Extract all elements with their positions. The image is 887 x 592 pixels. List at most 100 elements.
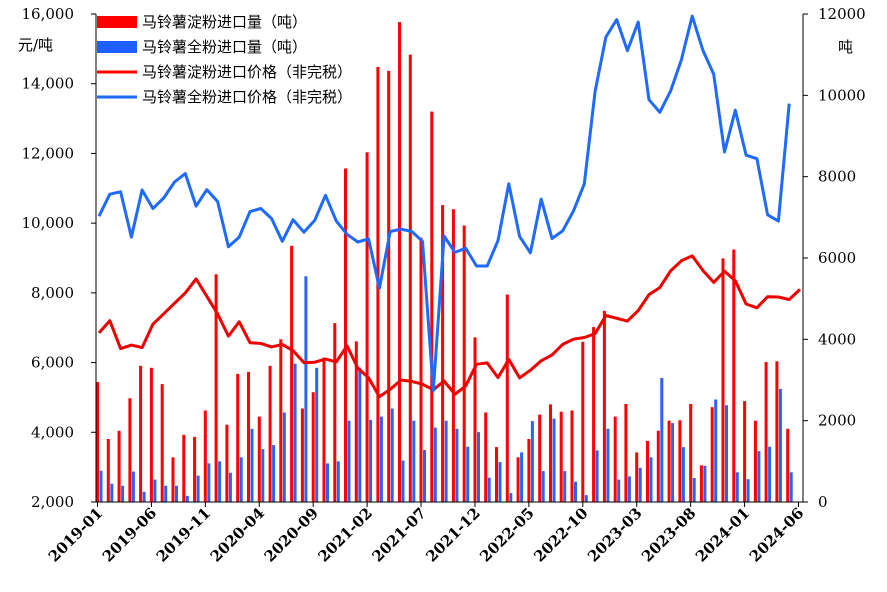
whole-powder-volume-bar [563,471,567,502]
whole-powder-volume-bar [671,423,675,502]
whole-powder-volume-bar [681,447,685,502]
whole-powder-volume-bar [498,462,502,502]
x-tick-label: 2022-05 [476,504,537,565]
left-axis-unit: 元/吨 [18,36,53,54]
starch-volume-bar [160,384,164,502]
starch-volume-bar [236,373,240,502]
whole-powder-volume-bar [110,483,114,502]
starch-price-line [97,254,802,399]
whole-powder-volume-bar [185,495,189,502]
whole-powder-volume-bar [638,467,642,502]
right-tick-label: 12000 [818,5,866,23]
left-tick-label: 10,000 [22,214,75,232]
starch-volume-bar [764,362,768,502]
starch-volume-bar [775,361,779,502]
starch-volume-bar [322,357,326,502]
whole-powder-volume-bar [250,428,254,502]
starch-volume-bar [96,382,99,502]
whole-powder-volume-bar [218,461,222,502]
left-tick-label: 2,000 [31,493,74,511]
x-tick-label: 2019-01 [45,504,106,565]
starch-volume-bar [430,111,434,502]
whole-powder-volume-bar [714,399,718,502]
left-tick-label: 4,000 [31,423,74,441]
whole-powder-volume-bar [423,449,426,502]
starch-volume-bar [592,327,596,502]
whole-powder-volume-bars [99,276,793,502]
starch-volume-bar [570,410,574,502]
whole-powder-volume-bar [304,276,308,502]
starch-volume-bar [257,416,261,502]
starch-volume-bar [656,430,660,502]
whole-powder-volume-bar [261,449,265,502]
starch-volume-bar [441,205,445,502]
x-tick-label: 2022-10 [530,504,591,565]
whole-powder-volume-bar [121,485,125,502]
starch-volume-bar [689,404,693,502]
starch-volume-bar [225,424,229,502]
whole-powder-volume-bar [175,485,178,502]
legend-label: 马铃薯淀粉进口价格（非完税） [142,63,352,81]
starch-volume-bar [106,439,110,502]
starch-volume-bar [753,420,757,502]
starch-volume-bar [462,225,466,502]
starch-volume-bar [193,436,197,502]
right-tick-label: 6000 [818,249,856,267]
x-tick-label: 2024-06 [746,504,807,565]
right-axis-unit: 吨 [838,38,853,56]
starch-volume-bar [117,430,121,502]
whole-powder-volume-bar [412,420,416,502]
whole-powder-volume-bar [606,428,610,502]
whole-powder-volume-bar [552,418,556,502]
whole-powder-volume-bar [735,472,739,502]
whole-powder-volume-bar [778,388,782,502]
x-tick-label: 2021-02 [315,504,376,565]
starch-volume-bar [333,323,337,502]
whole-powder-volume-bar [196,475,200,502]
x-tick-label: 2020-09 [261,504,322,565]
whole-powder-volume-bar [336,461,340,502]
whole-powder-volume-bar [142,491,146,502]
starch-volume-bar [279,339,283,502]
starch-volume-bar [149,367,153,502]
left-tick-label: 16,000 [22,5,75,23]
right-tick-label: 4000 [818,330,856,348]
whole-powder-volume-bar [379,416,383,502]
whole-powder-volume-bar [239,457,243,502]
legend-label: 马铃薯全粉进口量（吨） [142,38,307,56]
left-tick-label: 14,000 [22,75,75,93]
right-tick-label: 10000 [818,86,866,104]
x-tick-label: 2023-03 [584,504,645,565]
starch-volume-bar [203,410,207,502]
whole-powder-volume-bar [584,495,588,502]
whole-powder-volume-bar [272,445,276,502]
whole-powder-volume-bar [228,472,232,502]
starch-volume-bar [419,237,423,502]
starch-volume-bar [495,447,498,502]
starch-volume-bar [387,70,391,503]
starch-volume-bar [247,371,250,502]
starch-volume-bar [398,22,401,502]
whole-powder-volume-bar [433,427,437,502]
starch-volume-bar [451,209,455,502]
starch-volume-bar [139,365,143,502]
starch-volume-bar [290,245,294,503]
whole-powder-volume-bar [541,471,545,502]
starch-volume-bar [559,411,563,502]
starch-volume-bar [516,457,520,502]
starch-volume-bar [786,428,790,502]
whole-powder-volume-bar [520,452,524,502]
right-tick-label: 0 [818,493,828,511]
whole-powder-volume-bar [466,446,470,502]
starch-volume-bar [505,294,509,502]
starch-volume-bar [484,412,488,502]
starch-volume-bar [311,392,315,502]
x-tick-label: 2024-01 [692,504,753,565]
whole-powder-volume-bar [649,457,653,502]
whole-powder-price-line [97,14,791,392]
legend-swatch [97,41,137,53]
whole-powder-volume-bar [692,478,696,502]
starch-volume-bar [473,337,477,502]
whole-powder-volume-bar [768,446,772,502]
